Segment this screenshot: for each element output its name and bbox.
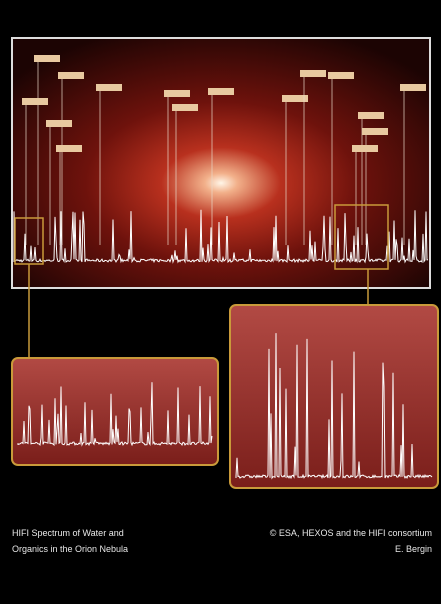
- label-box: [358, 112, 384, 119]
- label-box: [56, 145, 82, 152]
- caption-title: Organics in the Orion Nebula: [12, 544, 128, 554]
- label-box: [328, 72, 354, 79]
- label-box: [172, 104, 198, 111]
- label-box: [300, 70, 326, 77]
- inset-left: [12, 358, 218, 465]
- label-box: [362, 128, 388, 135]
- caption-credit: E. Bergin: [395, 544, 432, 554]
- caption-title: HIFI Spectrum of Water and: [12, 528, 124, 538]
- label-box: [400, 84, 426, 91]
- caption-credit: © ESA, HEXOS and the HIFI consortium: [270, 528, 432, 538]
- label-box: [46, 120, 72, 127]
- label-box: [58, 72, 84, 79]
- inset-right: [230, 305, 438, 488]
- poster: HIFI Spectrum of Water and Organics in t…: [0, 0, 441, 599]
- label-box: [208, 88, 234, 95]
- label-box: [22, 98, 48, 105]
- label-box: [164, 90, 190, 97]
- label-box: [34, 55, 60, 62]
- label-box: [352, 145, 378, 152]
- label-box: [96, 84, 122, 91]
